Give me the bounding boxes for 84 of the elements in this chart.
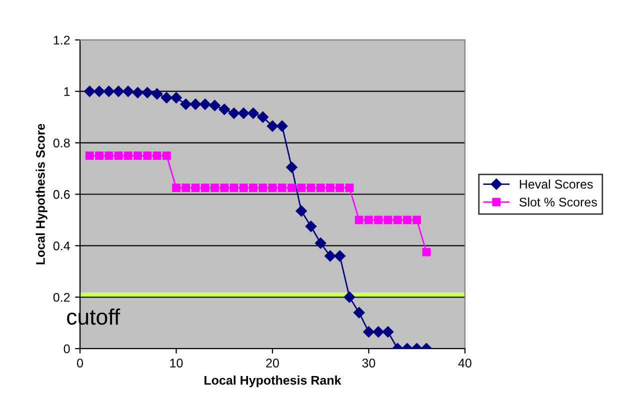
point bbox=[393, 216, 402, 224]
point bbox=[230, 184, 238, 192]
point bbox=[305, 220, 317, 232]
point bbox=[104, 151, 114, 160]
point bbox=[326, 184, 334, 192]
point bbox=[258, 184, 268, 192]
point bbox=[200, 184, 210, 192]
point bbox=[364, 216, 373, 224]
x-tick-label: 20 bbox=[266, 358, 279, 368]
point bbox=[412, 216, 421, 224]
point bbox=[142, 87, 153, 98]
point bbox=[124, 151, 132, 160]
point bbox=[336, 184, 344, 192]
point bbox=[218, 104, 230, 115]
point bbox=[422, 248, 431, 256]
point bbox=[95, 151, 104, 160]
point bbox=[316, 184, 325, 192]
point bbox=[84, 86, 96, 97]
y-tick-label: 1 bbox=[64, 87, 70, 96]
point bbox=[345, 184, 354, 192]
point bbox=[363, 326, 374, 338]
point bbox=[200, 98, 211, 110]
point bbox=[180, 98, 192, 110]
point bbox=[324, 250, 336, 262]
y-axis-title: Local Hypothesis Score bbox=[36, 124, 48, 264]
point bbox=[372, 326, 384, 338]
point bbox=[151, 88, 163, 100]
point bbox=[334, 250, 346, 262]
point bbox=[314, 238, 326, 249]
point bbox=[297, 184, 306, 192]
point bbox=[296, 205, 307, 217]
point bbox=[220, 184, 229, 192]
point bbox=[239, 184, 248, 192]
point bbox=[278, 184, 286, 192]
point bbox=[248, 108, 259, 119]
y-tick-label: 0.2 bbox=[53, 292, 70, 302]
y-tick-label: 0.4 bbox=[53, 242, 70, 250]
point bbox=[209, 100, 220, 112]
point bbox=[353, 306, 365, 318]
point bbox=[134, 151, 142, 160]
point bbox=[172, 184, 180, 192]
point bbox=[114, 151, 123, 160]
point bbox=[268, 184, 277, 192]
legend-label: Slot % Scores bbox=[519, 197, 597, 207]
point bbox=[228, 108, 240, 119]
point bbox=[249, 184, 258, 192]
point bbox=[286, 162, 298, 173]
legend-label: Heval Scores bbox=[520, 179, 593, 189]
point bbox=[354, 216, 364, 224]
point bbox=[266, 120, 278, 132]
x-tick-label: 30 bbox=[362, 358, 376, 368]
point bbox=[122, 86, 134, 97]
point bbox=[276, 120, 288, 132]
point bbox=[191, 184, 200, 192]
point bbox=[306, 184, 316, 192]
point bbox=[190, 98, 202, 110]
point bbox=[143, 151, 152, 160]
point bbox=[152, 151, 162, 160]
y-tick-label: 0.6 bbox=[53, 190, 70, 199]
y-tick-label: 0.8 bbox=[53, 138, 70, 148]
y-tick-label: 0 bbox=[64, 344, 70, 354]
point bbox=[210, 184, 219, 192]
point bbox=[182, 184, 190, 192]
x-tick-label: 10 bbox=[170, 358, 183, 368]
point bbox=[238, 108, 250, 119]
point bbox=[288, 184, 296, 192]
x-tick-label: 40 bbox=[458, 358, 472, 368]
x-axis-title: Local Hypothesis Rank bbox=[204, 376, 342, 388]
point bbox=[103, 86, 114, 97]
x-tick-label: 0 bbox=[77, 358, 83, 368]
point bbox=[170, 92, 182, 104]
point bbox=[94, 86, 105, 97]
point bbox=[132, 87, 144, 98]
point bbox=[161, 92, 172, 104]
point bbox=[112, 86, 124, 97]
point bbox=[344, 292, 356, 303]
point bbox=[374, 216, 382, 224]
point bbox=[382, 326, 394, 338]
point bbox=[85, 151, 94, 160]
point bbox=[384, 216, 392, 224]
point bbox=[162, 151, 171, 160]
point bbox=[257, 111, 268, 123]
point bbox=[403, 216, 412, 224]
y-tick-label: 1.2 bbox=[54, 36, 70, 44]
